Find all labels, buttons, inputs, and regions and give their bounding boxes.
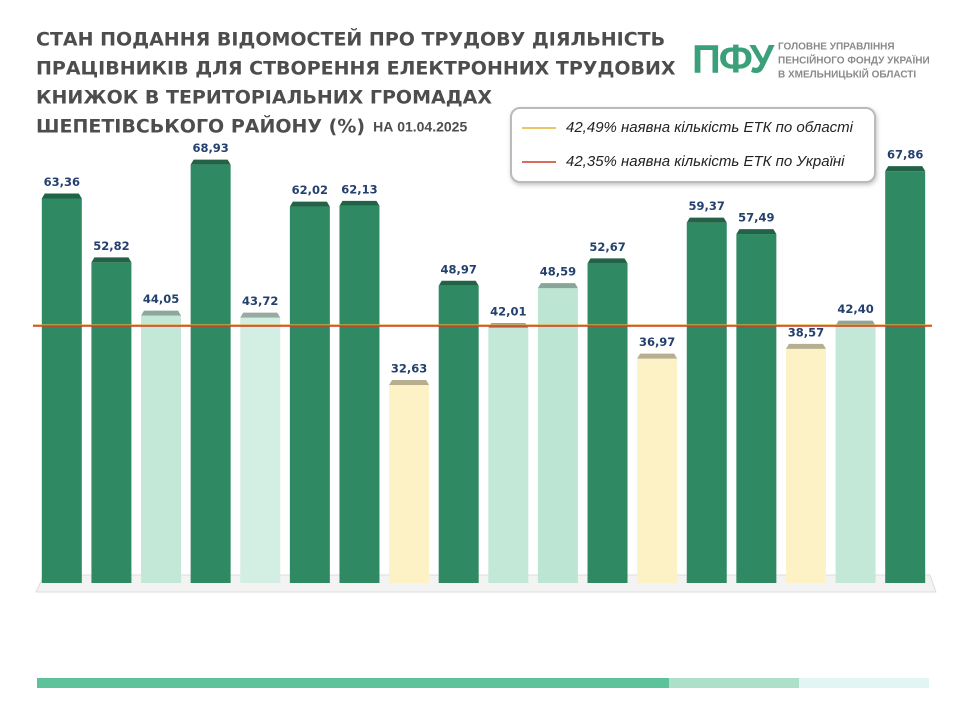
bar-cap <box>289 201 330 207</box>
bar <box>240 317 281 583</box>
bar-cap <box>91 257 132 263</box>
bar <box>587 263 628 583</box>
bar-cap <box>438 280 479 286</box>
legend-label: 42,35% наявна кількість ЕТК по Україні <box>566 153 845 170</box>
bar-cap <box>41 193 82 199</box>
bar <box>438 285 479 583</box>
value-label: 67,86 <box>887 148 923 162</box>
bar <box>389 384 430 583</box>
bar-cap <box>240 312 281 318</box>
logo-text: В ХМЕЛЬНИЦЬКІЙ ОБЛАСТІ <box>778 68 916 81</box>
bar-cap <box>141 310 182 316</box>
bar-cap <box>537 283 578 289</box>
bar <box>885 171 926 583</box>
bar-cap <box>389 379 430 385</box>
bar-cap <box>686 217 727 223</box>
bar-cap <box>587 258 628 264</box>
value-label: 52,67 <box>589 240 625 254</box>
legend-box <box>510 107 876 183</box>
chart-subtitle: НА 01.04.2025 <box>373 119 467 135</box>
bar <box>785 348 826 583</box>
footer-bar <box>799 678 929 688</box>
value-label: 62,13 <box>341 182 377 196</box>
value-label: 52,82 <box>93 239 129 253</box>
value-label: 32,63 <box>391 361 427 375</box>
bar-cap <box>190 159 231 165</box>
footer-bar <box>669 678 799 688</box>
bar-cap <box>339 200 380 206</box>
value-label: 42,40 <box>837 302 873 316</box>
chart-title: КНИЖОК В ТЕРИТОРІАЛЬНИХ ГРОМАДАХ <box>36 87 492 109</box>
value-label: 59,37 <box>689 199 725 213</box>
bar <box>637 358 678 583</box>
chart-title: ШЕПЕТІВСЬКОГО РАЙОНУ (%) <box>36 115 365 138</box>
bar <box>339 205 380 584</box>
chart-title: СТАН ПОДАННЯ ВІДОМОСТЕЙ ПРО ТРУДОВУ ДІЯЛ… <box>36 28 665 51</box>
value-label: 36,97 <box>639 335 675 349</box>
value-label: 62,02 <box>292 183 328 197</box>
footer-bar <box>37 678 669 688</box>
bar <box>686 222 727 583</box>
logo-text: ПЕНСІЙНОГО ФОНДУ УКРАЇНИ <box>778 54 930 67</box>
bar <box>41 198 82 583</box>
value-label: 38,57 <box>788 325 824 339</box>
value-label: 44,05 <box>143 292 179 306</box>
logo-mark: ПФУ <box>692 38 775 82</box>
bar-cap <box>785 343 826 349</box>
value-label: 48,59 <box>540 265 576 279</box>
value-label: 68,93 <box>192 141 228 155</box>
legend-label: 42,49% наявна кількість ЕТК по області <box>566 119 854 136</box>
bar <box>190 164 231 584</box>
bar-cap <box>736 229 777 235</box>
bar <box>488 328 529 583</box>
bar <box>91 262 132 583</box>
logo-text: ГОЛОВНЕ УПРАВЛІННЯ <box>778 42 895 53</box>
bar-cap <box>885 166 926 172</box>
bar-cap <box>637 353 678 359</box>
value-label: 43,72 <box>242 294 278 308</box>
bar <box>537 288 578 583</box>
value-label: 42,01 <box>490 305 526 319</box>
bar <box>141 315 182 583</box>
chart-title: ПРАЦІВНИКІВ ДЛЯ СТВОРЕННЯ ЕЛЕКТРОННИХ ТР… <box>36 58 676 80</box>
value-label: 63,36 <box>44 175 80 189</box>
value-label: 48,97 <box>440 262 476 276</box>
bar <box>736 234 777 584</box>
bar <box>835 325 876 583</box>
bar <box>289 206 330 583</box>
value-label: 57,49 <box>738 211 774 225</box>
